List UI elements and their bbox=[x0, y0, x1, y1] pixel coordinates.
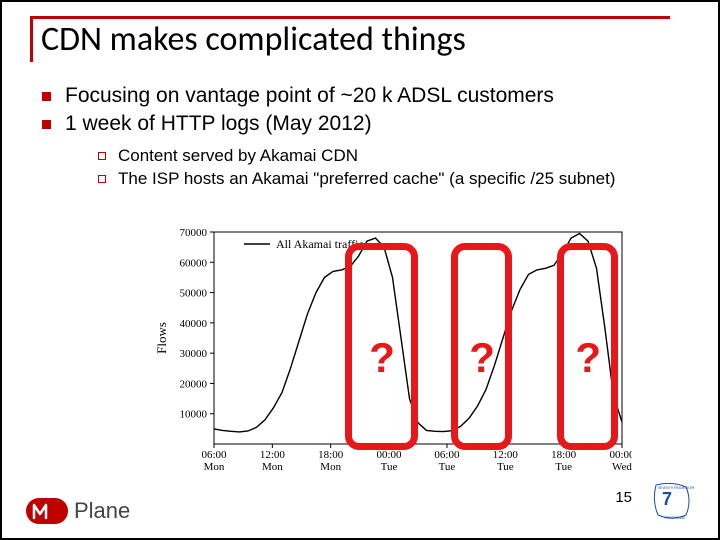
svg-text:18:00: 18:00 bbox=[551, 449, 577, 461]
svg-text:20000: 20000 bbox=[180, 378, 208, 390]
sub-bullet-icon bbox=[98, 175, 106, 183]
sub-bullet-text: Content served by Akamai CDN bbox=[118, 146, 358, 166]
svg-text:18:00: 18:00 bbox=[318, 449, 344, 461]
svg-text:06:00: 06:00 bbox=[434, 449, 460, 461]
sub-bullet-list: Content served by Akamai CDN The ISP hos… bbox=[98, 146, 694, 189]
page-number: 15 bbox=[615, 489, 632, 506]
svg-text:Tue: Tue bbox=[497, 461, 514, 473]
slide: CDN makes complicated things Focusing on… bbox=[0, 0, 720, 540]
bullet-icon bbox=[42, 120, 51, 129]
question-mark: ? bbox=[469, 334, 495, 382]
chart: 10000 20000 30000 40000 50000 60000 70000 06:00… bbox=[152, 222, 632, 482]
bullet-item: 1 week of HTTP logs (May 2012) bbox=[42, 112, 694, 136]
svg-text:PROGRAMME: PROGRAMME bbox=[664, 516, 685, 520]
question-mark: ? bbox=[575, 334, 601, 382]
svg-text:Wed: Wed bbox=[612, 461, 632, 473]
bullet-icon bbox=[42, 92, 51, 101]
svg-text:06:00: 06:00 bbox=[201, 449, 227, 461]
svg-text:00:00: 00:00 bbox=[377, 449, 403, 461]
svg-text:12:00: 12:00 bbox=[260, 449, 286, 461]
svg-text:7: 7 bbox=[662, 489, 672, 509]
svg-text:40000: 40000 bbox=[180, 318, 208, 330]
svg-text:10000: 10000 bbox=[180, 409, 208, 421]
sub-bullet-item: The ISP hosts an Akamai "preferred cache… bbox=[98, 169, 694, 189]
bullet-item: Focusing on vantage point of ~20 k ADSL … bbox=[42, 84, 694, 108]
svg-text:12:00: 12:00 bbox=[493, 449, 519, 461]
svg-text:70000: 70000 bbox=[180, 227, 208, 239]
bullet-text: Focusing on vantage point of ~20 k ADSL … bbox=[65, 84, 554, 108]
svg-text:Mon: Mon bbox=[204, 461, 225, 473]
footer-logo-left: Plane bbox=[26, 498, 130, 524]
svg-text:Tue: Tue bbox=[439, 461, 456, 473]
sub-bullet-icon bbox=[98, 152, 106, 160]
mplane-badge-icon bbox=[26, 498, 68, 524]
svg-text:60000: 60000 bbox=[180, 257, 208, 269]
logo-text: Plane bbox=[74, 498, 130, 524]
title-block: CDN makes complicated things bbox=[30, 16, 670, 62]
slide-title: CDN makes complicated things bbox=[30, 19, 670, 62]
svg-text:Mon: Mon bbox=[262, 461, 283, 473]
svg-text:30000: 30000 bbox=[180, 348, 208, 360]
sub-bullet-text: The ISP hosts an Akamai "preferred cache… bbox=[118, 169, 615, 189]
svg-text:SEVENTH FRAMEWORK: SEVENTH FRAMEWORK bbox=[658, 486, 694, 490]
svg-text:00:00: 00:00 bbox=[609, 449, 632, 461]
svg-text:Flows: Flows bbox=[154, 322, 169, 354]
question-mark: ? bbox=[369, 334, 395, 382]
svg-text:Mon: Mon bbox=[320, 461, 341, 473]
bullet-text: 1 week of HTTP logs (May 2012) bbox=[65, 112, 372, 136]
svg-text:Tue: Tue bbox=[555, 461, 572, 473]
svg-text:Tue: Tue bbox=[381, 461, 398, 473]
body-content: Focusing on vantage point of ~20 k ADSL … bbox=[42, 84, 694, 192]
fp7-logo-icon: 7 SEVENTH FRAMEWORK PROGRAMME bbox=[650, 479, 694, 528]
sub-bullet-item: Content served by Akamai CDN bbox=[98, 146, 694, 166]
svg-text:50000: 50000 bbox=[180, 288, 208, 300]
